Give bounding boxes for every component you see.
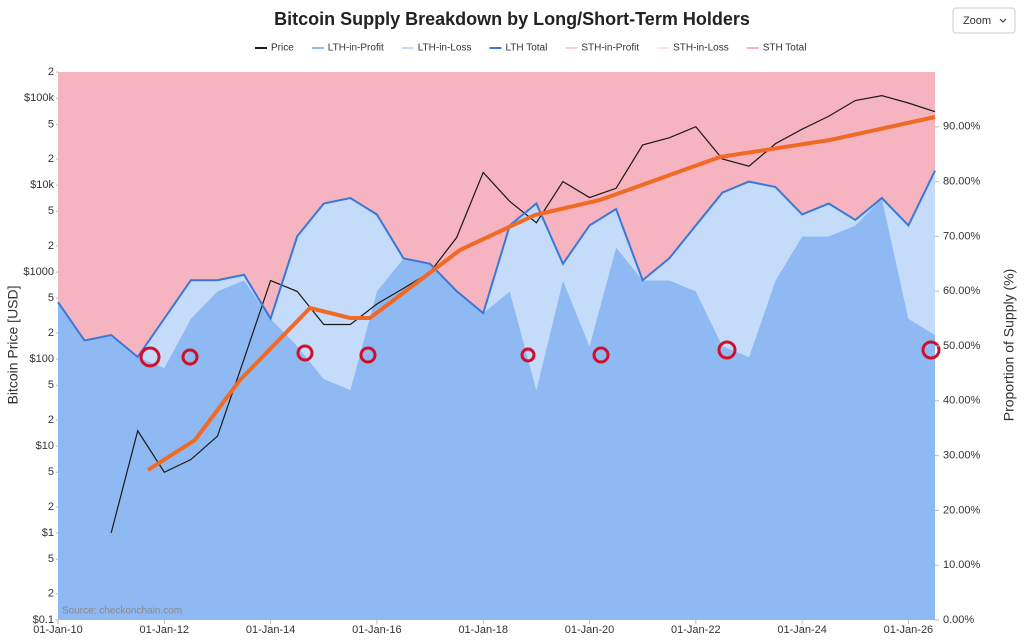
y2-tick-label: 70.00% [943,230,981,242]
y-tick-label: 2 [48,66,54,78]
highlight-circle [296,344,314,362]
y2-tick-label: 0.00% [943,614,974,626]
x-tick-label: 01-Jan-24 [777,624,827,636]
source-note: Source: checkonchain.com [62,606,182,617]
legend-label: STH-in-Profit [581,43,639,54]
y2-tick-label: 90.00% [943,121,981,133]
y2-tick-label: 80.00% [943,176,981,188]
y-tick-label: $1 [42,527,54,539]
x-tick-label: 01-Jan-14 [246,624,296,636]
y2-tick-label: 50.00% [943,340,981,352]
zoom-button[interactable] [952,7,1016,34]
highlight-circle [592,346,610,364]
y-tick-label: 2 [48,327,54,339]
legend-label: LTH Total [505,43,547,54]
x-tick-label: 01-Jan-16 [352,624,402,636]
y-tick-label: 5 [48,466,54,478]
line [57,170,936,359]
y-tick-label: 2 [48,414,54,426]
y2-tick-label: 10.00% [943,559,981,571]
highlight-circle [359,346,377,364]
highlight-circle [139,346,161,368]
x-tick-label: 01-Jan-26 [884,624,934,636]
y-tick-label: $10 [36,440,54,452]
chart-title: Bitcoin Supply Breakdown by Long/Short-T… [274,9,750,29]
zoom-label[interactable]: Zoom [963,15,991,27]
area [58,198,935,621]
y2-tick-label: 60.00% [943,285,981,297]
y-tick-label: $100k [24,92,54,104]
x-tick-label: 01-Jan-18 [458,624,508,636]
legend-label: LTH-in-Profit [328,43,384,54]
line [110,95,936,534]
highlight-circle [520,347,536,363]
y-tick-label: 2 [48,153,54,165]
y-tick-label: 5 [48,118,54,130]
y-tick-label: 5 [48,553,54,565]
x-tick-label: 01-Jan-20 [565,624,615,636]
y2-tick-label: 20.00% [943,504,981,516]
plot-area [57,72,936,621]
y-tick-label: 2 [48,240,54,252]
legend-label: STH-in-Loss [673,43,729,54]
y-tick-label: 5 [48,205,54,217]
annotations [139,115,941,472]
legend-label: Price [271,43,294,54]
y-axis-label: Bitcoin Price [USD] [5,285,21,404]
y2-tick-label: 30.00% [943,450,981,462]
zoom-caret [999,18,1007,23]
area [58,72,935,357]
x-tick-label: 01-Jan-10 [33,624,83,636]
highlight-circle [921,340,941,360]
y-tick-label: $0.1 [33,614,54,626]
trend-line [146,115,936,472]
y2-tick-label: 40.00% [943,395,981,407]
highlight-circle [181,348,199,366]
y2-axis-label: Proportion of Supply (%) [1001,269,1017,422]
x-tick-label: 01-Jan-22 [671,624,721,636]
y-tick-label: 2 [48,501,54,513]
y-tick-label: $100 [30,353,54,365]
x-tick-label: 01-Jan-12 [140,624,190,636]
highlight-circle [717,340,737,360]
y-tick-label: 5 [48,292,54,304]
y-tick-label: 2 [48,588,54,600]
y-tick-label: $1000 [23,266,54,278]
y-tick-label: 5 [48,379,54,391]
area [58,170,935,390]
y-tick-label: $10k [30,179,54,191]
legend-label: STH Total [763,43,807,54]
legend-label: LTH-in-Loss [418,43,472,54]
